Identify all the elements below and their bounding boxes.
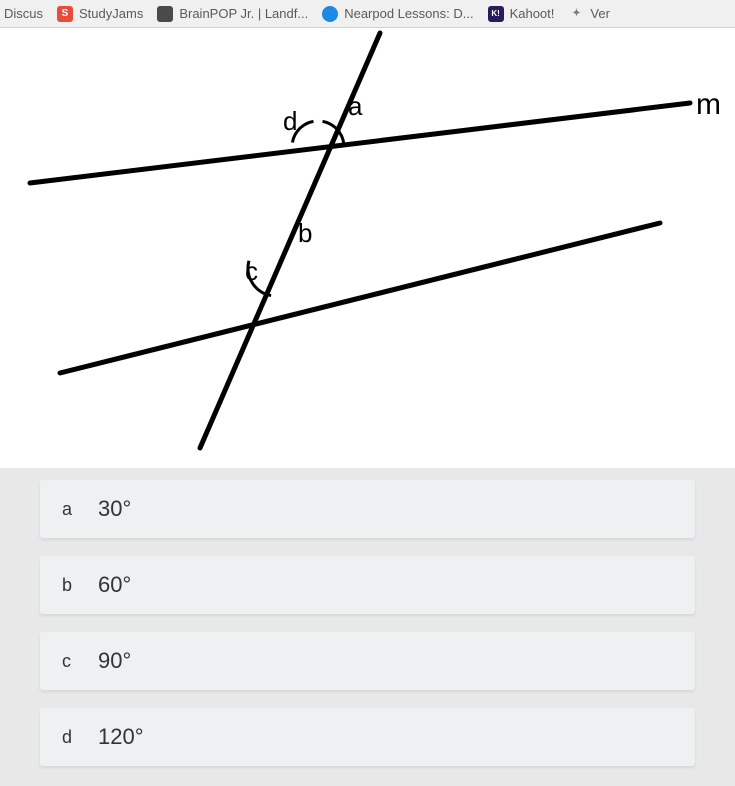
bookmark-item[interactable]: Nearpod Lessons: D... xyxy=(322,6,473,22)
angle-label-c: c xyxy=(245,256,258,287)
brainpop-icon xyxy=(157,6,173,22)
answer-letter: d xyxy=(62,727,98,748)
answer-choice-c[interactable]: c 90° xyxy=(40,632,695,690)
answer-choices: a 30° b 60° c 90° d 120° xyxy=(0,468,735,766)
bookmark-label: StudyJams xyxy=(79,6,143,21)
answer-value: 90° xyxy=(98,648,131,674)
answer-value: 60° xyxy=(98,572,131,598)
bookmark-item[interactable]: BrainPOP Jr. | Landf... xyxy=(157,6,308,22)
answer-letter: b xyxy=(62,575,98,596)
answer-value: 30° xyxy=(98,496,131,522)
answer-choice-a[interactable]: a 30° xyxy=(40,480,695,538)
bookmark-bar: Discus S StudyJams BrainPOP Jr. | Landf.… xyxy=(0,0,735,28)
nearpod-icon xyxy=(322,6,338,22)
kahoot-icon: K! xyxy=(488,6,504,22)
bookmark-item[interactable]: Discus xyxy=(4,6,43,21)
bookmark-item[interactable]: S StudyJams xyxy=(57,6,143,22)
angle-label-b: b xyxy=(298,218,312,249)
bookmark-label: BrainPOP Jr. | Landf... xyxy=(179,6,308,21)
bookmark-label: Discus xyxy=(4,6,43,21)
answer-choice-b[interactable]: b 60° xyxy=(40,556,695,614)
answer-choice-d[interactable]: d 120° xyxy=(40,708,695,766)
bookmark-item[interactable]: ✦ Ver xyxy=(568,6,610,22)
bookmark-label: Ver xyxy=(590,6,610,21)
bookmark-label: Nearpod Lessons: D... xyxy=(344,6,473,21)
angle-label-d: d xyxy=(283,106,297,137)
answer-letter: a xyxy=(62,499,98,520)
bookmark-item[interactable]: K! Kahoot! xyxy=(488,6,555,22)
geometry-diagram: a d b c m xyxy=(0,28,735,468)
ver-icon: ✦ xyxy=(568,6,584,22)
answer-value: 120° xyxy=(98,724,144,750)
studyjams-icon: S xyxy=(57,6,73,22)
diagram-svg xyxy=(0,28,735,468)
bookmark-label: Kahoot! xyxy=(510,6,555,21)
line-label-m: m xyxy=(696,88,721,122)
angle-label-a: a xyxy=(348,91,362,122)
answer-letter: c xyxy=(62,651,98,672)
